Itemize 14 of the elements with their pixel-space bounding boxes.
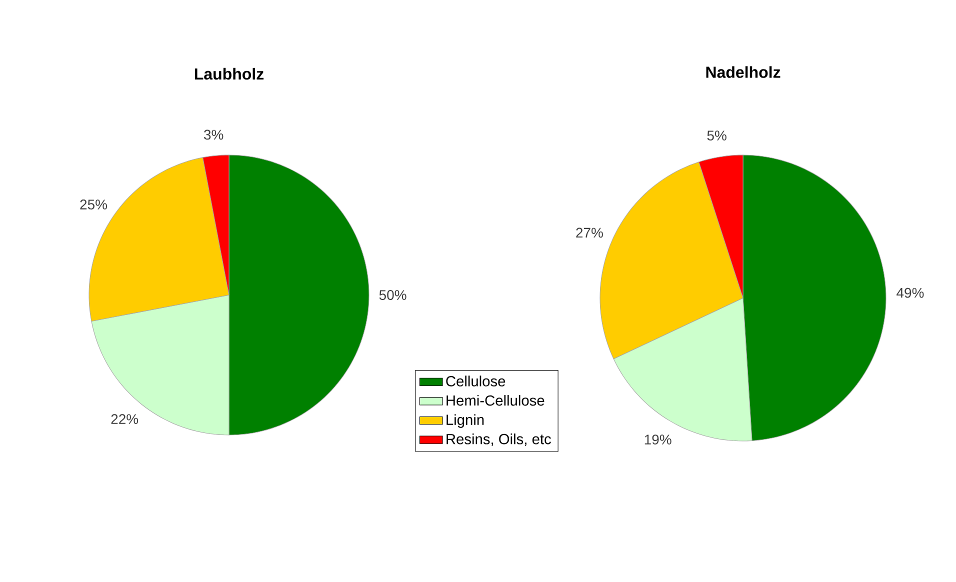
data-label: 50% (379, 290, 406, 300)
data-label: 5% (707, 130, 726, 141)
legend-label: Hemi-Cellulose (446, 394, 544, 406)
data-label: 22% (111, 414, 138, 424)
legend-label: Cellulose (446, 376, 506, 386)
legend-label: Lignin (446, 414, 484, 428)
data-label: 27% (576, 228, 603, 238)
data-label: 49% (896, 288, 924, 298)
data-label: 25% (80, 200, 108, 210)
legend-label: Resins, Oils, etc (446, 434, 551, 446)
data-label: 19% (644, 434, 672, 445)
chart-title: Nadelholz (706, 66, 780, 78)
chart-title: Laubholz (194, 68, 264, 80)
data-label: 3% (204, 130, 224, 140)
